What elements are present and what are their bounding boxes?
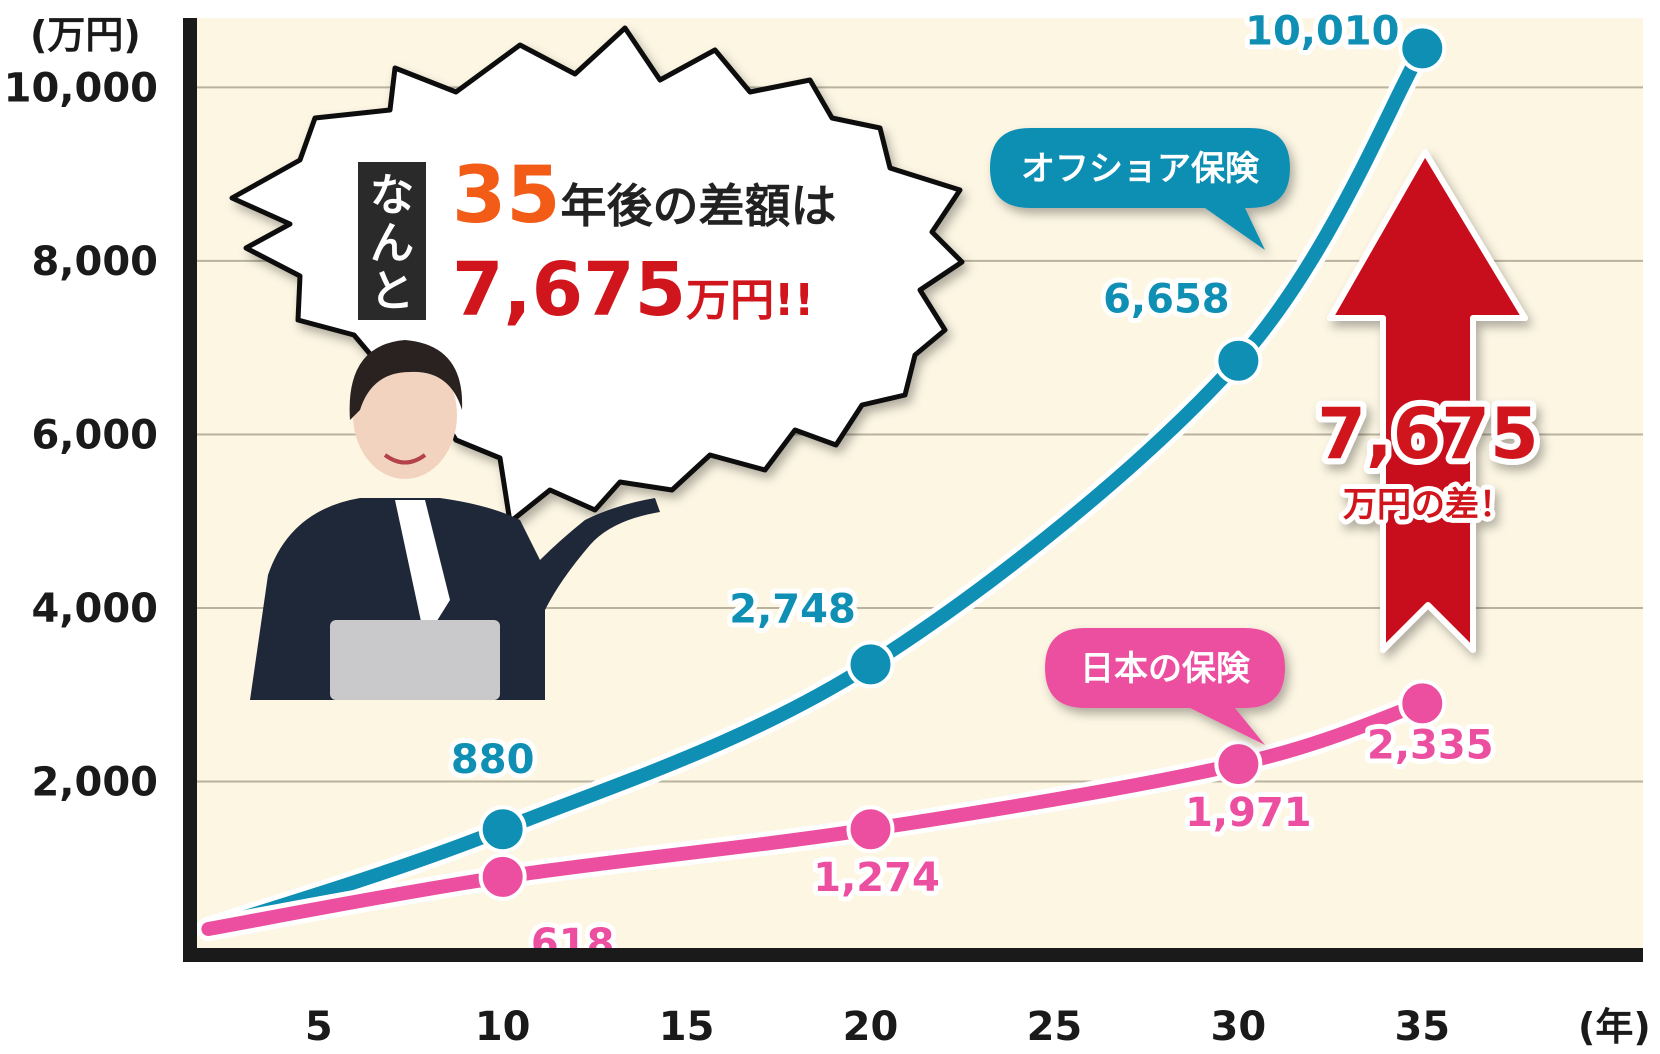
arrow-shape (1327, 149, 1528, 653)
burst-vertical-box (358, 162, 426, 320)
burst-years: 35 (452, 151, 561, 241)
series-0-data-label: 6,658 (1103, 277, 1230, 323)
japan-callout: 日本の保険 (1045, 628, 1285, 745)
burst-amount: 7,675 (452, 247, 686, 333)
series-0-point (1214, 336, 1263, 385)
series-1-data-label: 1,971 (1185, 790, 1312, 836)
x-axis-unit: (年) (1578, 1005, 1651, 1049)
x-tick-label: 30 (1211, 1004, 1267, 1050)
x-tick-label: 20 (843, 1004, 899, 1050)
x-tick-label: 35 (1394, 1004, 1450, 1050)
y-tick-label: 6,000 (31, 412, 158, 458)
series-0-data-label: 2,748 (729, 586, 856, 632)
arrow-caption: 万円の差！ (1343, 485, 1513, 525)
series-1-point (1398, 679, 1447, 728)
arrow-amount: 7,675 (1317, 393, 1538, 475)
burst-vertical-char-3: と (370, 266, 414, 317)
difference-arrow: 7,675 万円の差！ (1311, 149, 1545, 653)
series-1-data-label: 1,274 (813, 855, 940, 901)
burst-line-1: 35年後の差額は (452, 151, 837, 241)
series-0-point (1398, 24, 1447, 73)
x-axis-ticks: 5 10 15 20 25 30 35 (305, 1004, 1450, 1050)
burst-shape (229, 25, 965, 525)
y-tick-label: 8,000 (31, 239, 158, 285)
japan-callout-shape (1045, 628, 1285, 745)
speech-burst: な ん と 35年後の差額は 7,675万円!! (229, 25, 965, 525)
series-0-point (846, 640, 895, 689)
person-illustration (250, 340, 660, 700)
series-1-point (478, 852, 527, 901)
x-tick-label: 10 (475, 1004, 531, 1050)
burst-text-1: 年後の差額は (561, 179, 837, 233)
x-tick-label: 25 (1027, 1004, 1083, 1050)
offshore-callout-label: オフショア保険 (1021, 149, 1260, 189)
y-tick-label: 2,000 (31, 759, 158, 805)
burst-unit: 万円!! (686, 275, 814, 326)
burst-vertical-char-2: ん (370, 218, 414, 269)
burst-line-2: 7,675万円!! (452, 247, 814, 333)
y-tick-label: 10,000 (4, 65, 158, 111)
y-axis-ticks: 2,000 4,000 6,000 8,000 10,000 (4, 65, 158, 805)
offshore-callout-shape (990, 128, 1290, 250)
y-tick-label: 4,000 (31, 586, 158, 632)
japan-callout-label: 日本の保険 (1080, 649, 1251, 689)
series-1-point (1214, 740, 1263, 789)
burst-vertical-char-1: な (370, 170, 414, 221)
x-tick-label: 5 (305, 1004, 333, 1050)
series-0-data-label: 10,010 (1245, 8, 1399, 54)
series-1-data-label: 2,335 (1367, 722, 1494, 768)
series-0-data-label: 880 (451, 737, 535, 783)
y-axis-unit: (万円) (30, 13, 141, 57)
x-tick-label: 15 (659, 1004, 715, 1050)
offshore-callout: オフショア保険 (990, 128, 1290, 250)
series-1-point (846, 805, 895, 854)
series-0-point (478, 805, 527, 854)
